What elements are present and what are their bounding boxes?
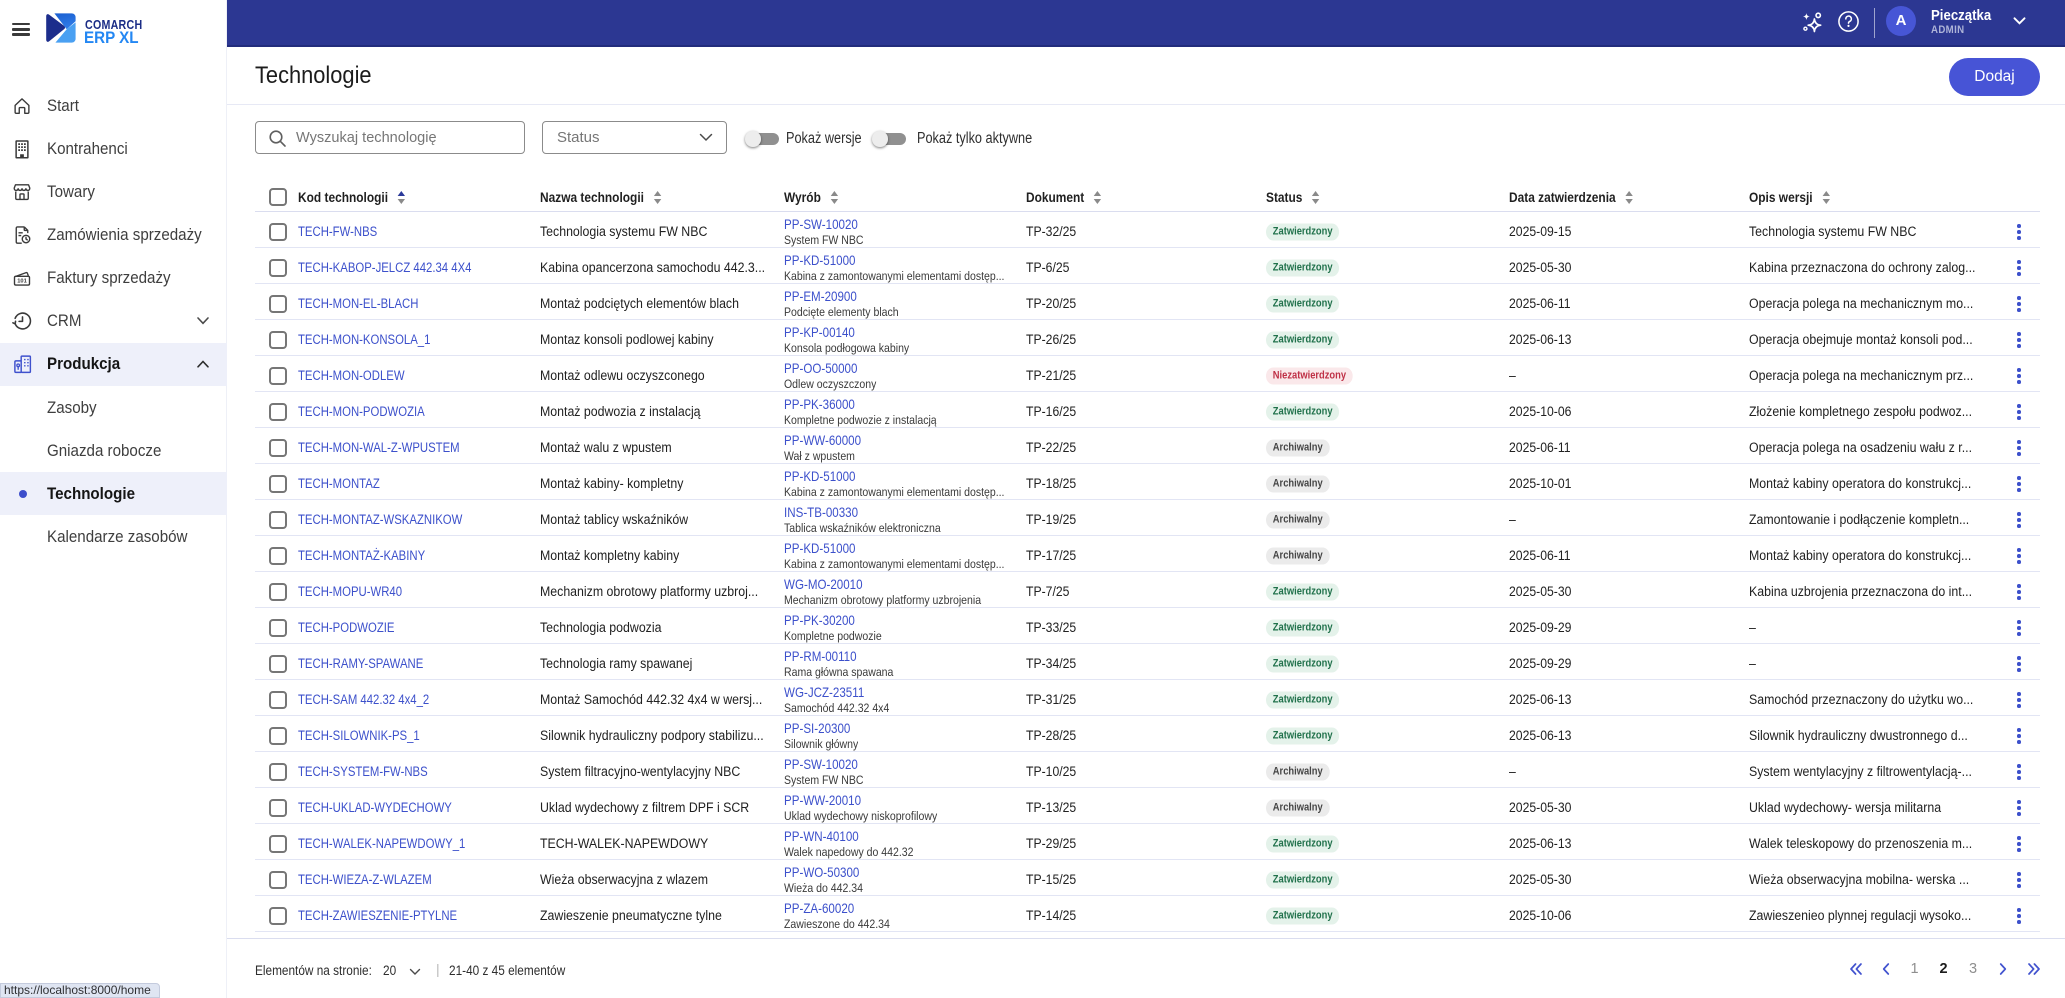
svg-text:101: 101 [17, 279, 27, 285]
